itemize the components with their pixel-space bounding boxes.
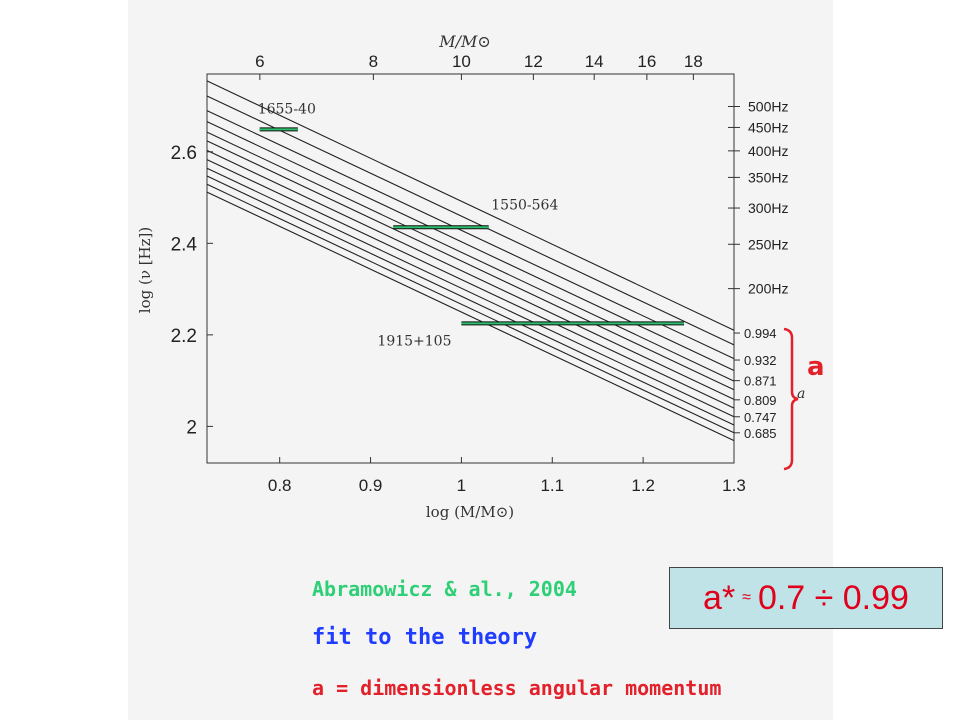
model-line-3	[206, 110, 735, 360]
observation-label-1915+105: 1915+105	[377, 333, 451, 349]
freq-tick-label: 300Hz	[748, 200, 788, 216]
top-tick-label: 6	[255, 52, 264, 71]
model-line-10	[206, 175, 735, 426]
spin-bracket	[783, 327, 799, 471]
model-line-9	[206, 167, 735, 418]
spin-axis-label: a	[797, 386, 805, 402]
observation-label-1550-564: 1550-564	[491, 197, 558, 213]
x-tick-label: 1	[457, 476, 466, 495]
freq-tick-label: 350Hz	[748, 169, 788, 185]
top-axis-title: M/M⊙	[438, 32, 491, 51]
freq-tick-label: 450Hz	[748, 119, 788, 135]
model-line-1	[206, 80, 735, 331]
model-line-6	[206, 140, 735, 391]
observation-label-1655-40: 1655-40	[258, 101, 316, 117]
y-axis-title: log (ν [Hz])	[136, 227, 154, 313]
freq-tick-label: 400Hz	[748, 143, 788, 159]
spin-tick-label: 0.809	[744, 393, 777, 408]
citation-note: Abramowicz & al., 2004	[312, 577, 577, 601]
model-line-11	[206, 183, 735, 434]
x-tick-label: 0.8	[268, 476, 292, 495]
result-prefix: a*	[703, 578, 736, 617]
freq-tick-label: 250Hz	[748, 236, 788, 252]
top-tick-label: 16	[637, 52, 656, 71]
result-approx-symbol: ≈	[742, 589, 751, 606]
fit-note: fit to the theory	[312, 625, 538, 650]
axis-ticks: 0.8 0.9 1 1.1 1.2 1.3 2 2.2 2.4 2.6 6 8 10 12 14 16 18 50…	[171, 52, 789, 495]
top-tick-label: 14	[585, 52, 604, 71]
observations: 1655-40 1550-564 1915+105	[258, 101, 685, 349]
spin-tick-label: 0.994	[744, 326, 777, 341]
x-tick-label: 1.1	[540, 476, 564, 495]
top-tick-label: 18	[684, 52, 703, 71]
y-tick-label: 2.4	[171, 234, 198, 255]
model-lines	[206, 80, 735, 442]
x-axis-title: log (M/M⊙)	[426, 503, 514, 521]
top-tick-label: 12	[524, 52, 543, 71]
definition-symbol: a	[312, 676, 325, 700]
x-tick-label: 1.3	[722, 476, 746, 495]
definition-note: a = dimensionless angular momentum	[312, 676, 721, 700]
plot-frame	[206, 73, 735, 464]
y-tick-label: 2.6	[171, 143, 197, 164]
top-tick-label: 10	[452, 52, 471, 71]
model-line-8	[206, 159, 735, 409]
x-tick-label: 1.2	[631, 476, 655, 495]
model-line-4	[206, 121, 735, 372]
y-tick-label: 2.2	[171, 326, 197, 347]
model-line-7	[206, 149, 735, 400]
y-tick-label: 2	[186, 417, 197, 438]
spin-tick-label: 0.747	[744, 410, 777, 425]
spin-tick-label: 0.871	[744, 374, 777, 389]
definition-text: = dimensionless angular momentum	[324, 676, 722, 700]
top-tick-label: 8	[369, 52, 378, 71]
spin-symbol-red: a	[807, 352, 825, 382]
model-line-5	[206, 131, 735, 382]
spin-result-box: a* ≈ 0.7 ÷ 0.99	[669, 567, 943, 629]
model-line-2	[206, 95, 735, 346]
freq-tick-label: 200Hz	[748, 281, 788, 297]
freq-tick-label: 500Hz	[748, 99, 788, 115]
result-range: 0.7 ÷ 0.99	[757, 578, 909, 617]
x-tick-label: 0.9	[359, 476, 383, 495]
spin-tick-label: 0.932	[744, 353, 777, 368]
model-line-12	[206, 191, 735, 442]
spin-tick-label: 0.685	[744, 426, 777, 441]
